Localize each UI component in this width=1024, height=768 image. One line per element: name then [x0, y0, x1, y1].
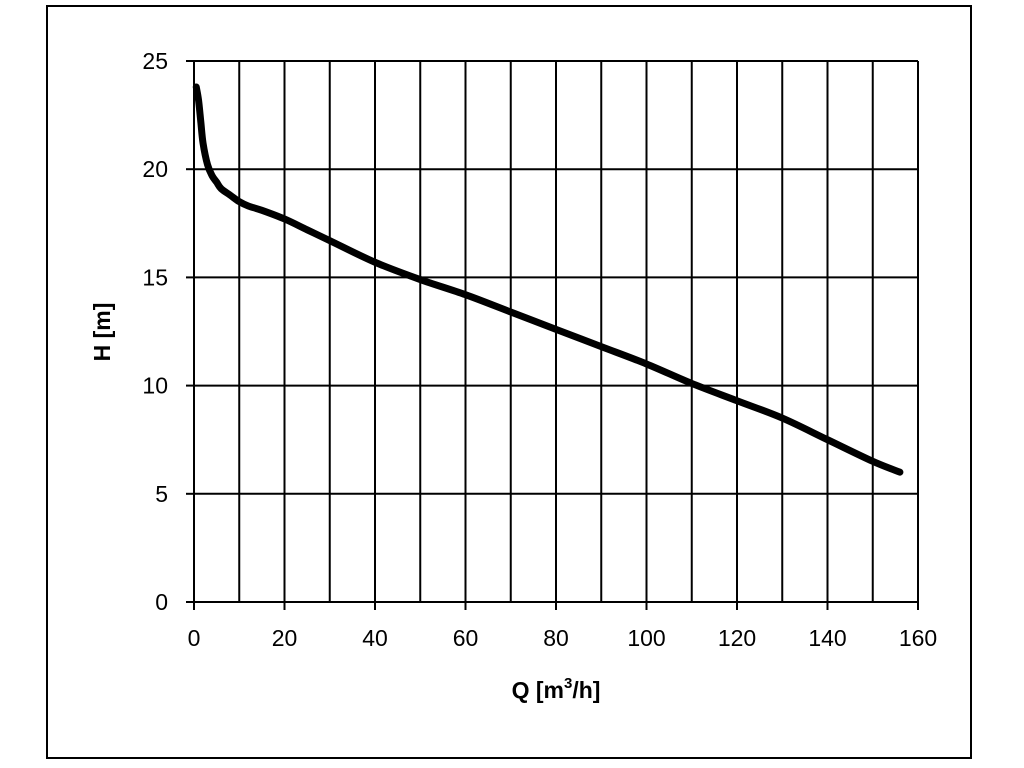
y-axis-title: H [m] — [89, 303, 115, 362]
series-group — [192, 83, 904, 476]
pump-curve-line — [192, 83, 904, 476]
x-axis-title: Q [m3/h] — [512, 675, 601, 703]
y-tick-label: 10 — [142, 373, 168, 399]
vertical-gridlines — [238, 61, 919, 602]
y-tick-label: 15 — [142, 264, 168, 290]
x-tick-label: 100 — [627, 625, 665, 651]
axes — [186, 61, 918, 610]
x-tick-label: 120 — [718, 625, 756, 651]
y-tick-label: 20 — [142, 156, 168, 182]
x-tick-label: 0 — [188, 625, 201, 651]
x-tick-labels: 0 20 40 60 80 100 120 140 160 — [188, 602, 937, 651]
horizontal-gridlines — [194, 60, 918, 495]
y-tick-labels: 0 5 10 15 20 25 — [142, 48, 194, 615]
x-tick-label: 60 — [453, 625, 479, 651]
x-tick-label: 80 — [543, 625, 569, 651]
x-tick-label: 40 — [362, 625, 388, 651]
x-tick-label: 160 — [899, 625, 937, 651]
x-tick-label: 140 — [808, 625, 846, 651]
x-tick-label: 20 — [272, 625, 298, 651]
y-tick-label: 25 — [142, 48, 168, 74]
y-tick-label: 5 — [155, 481, 168, 507]
y-tick-label: 0 — [155, 589, 168, 615]
